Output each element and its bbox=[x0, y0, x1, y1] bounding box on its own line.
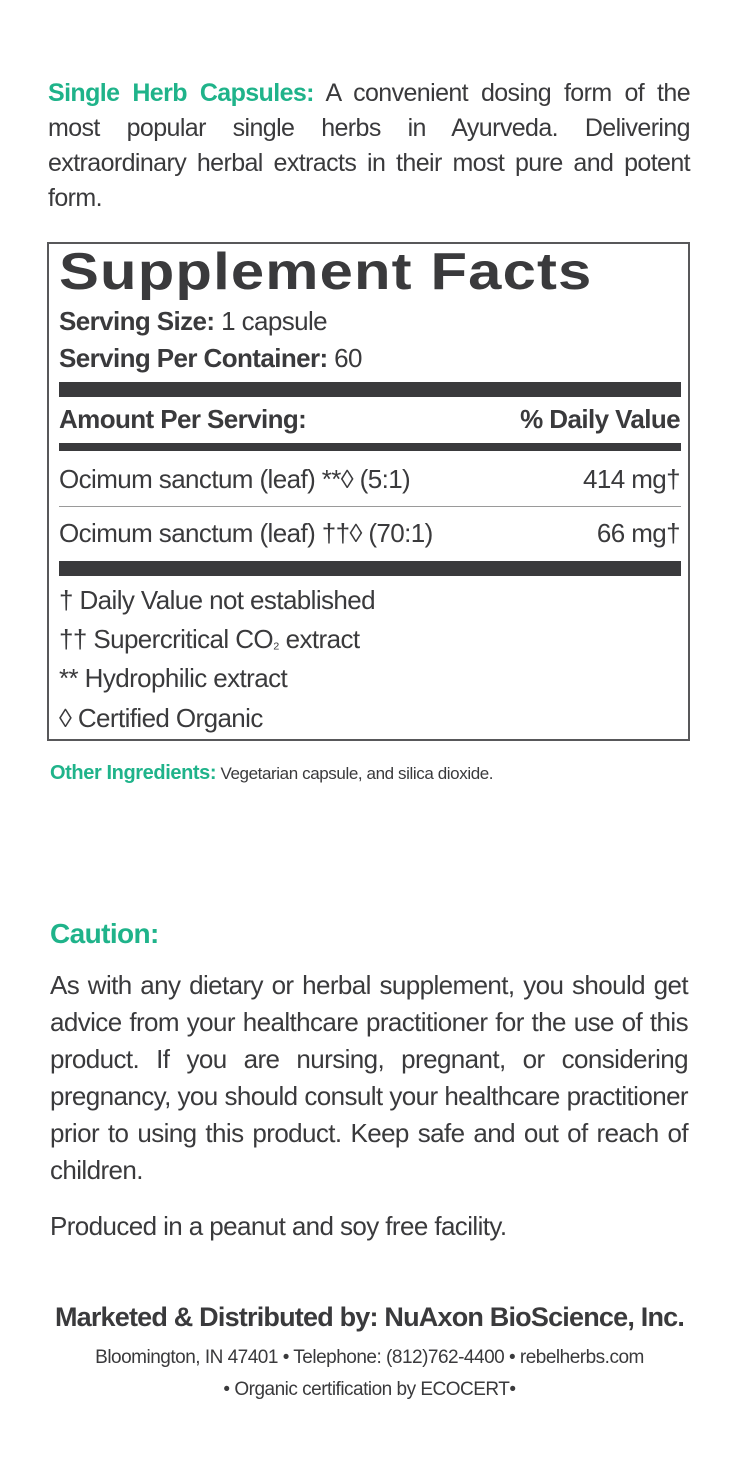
thick-divider bbox=[59, 561, 681, 576]
other-ingredients-label: Other Ingredients: bbox=[50, 762, 217, 784]
footnote: † Daily Value not established bbox=[59, 585, 376, 615]
supplement-facts-panel: Supplement Facts Serving Size: 1 capsule… bbox=[47, 242, 690, 741]
amount-header: Amount Per Serving: bbox=[59, 404, 307, 434]
ingredient-amount: 66 mg† bbox=[596, 518, 681, 548]
other-ingredients: Other Ingredients: Vegetarian capsule, a… bbox=[50, 762, 494, 785]
footnote-text: †† Supercritical CO bbox=[59, 624, 274, 654]
servings-value: 60 bbox=[327, 343, 362, 373]
medium-divider bbox=[59, 443, 681, 451]
ingredient-name: Ocimum sanctum (leaf) ††◊ (70:1) bbox=[59, 518, 433, 548]
servings-label: Serving Per Container: bbox=[59, 343, 328, 373]
intro-text: A convenient dosing form of the most pop… bbox=[48, 79, 691, 212]
footnote-subscript: ₂ bbox=[273, 633, 280, 652]
servings-per-container: Serving Per Container: 60 bbox=[59, 343, 362, 374]
other-ingredients-text: Vegetarian capsule, and silica dioxide. bbox=[216, 764, 494, 783]
caution-text: As with any dietary or herbal supplement… bbox=[50, 970, 689, 1185]
caution-heading: Caution: bbox=[50, 918, 159, 949]
intro-heading: Single Herb Capsules: bbox=[48, 79, 315, 107]
footnote: ** Hydrophilic extract bbox=[59, 663, 288, 693]
marketed-by: Marketed & Distributed by: NuAxon BioSci… bbox=[54, 1302, 685, 1332]
company-address: Bloomington, IN 47401 • Telephone: (812)… bbox=[95, 1347, 644, 1368]
footnote-text: extract bbox=[279, 624, 360, 654]
intro-paragraph: Single Herb Capsules: A convenient dosin… bbox=[48, 76, 691, 216]
thick-divider bbox=[59, 382, 681, 397]
row-divider bbox=[59, 506, 681, 507]
serving-size: Serving Size: 1 capsule bbox=[59, 306, 328, 337]
organic-certification: • Organic certification by ECOCERT• bbox=[223, 1379, 516, 1400]
daily-value-header: % Daily Value bbox=[520, 404, 680, 434]
footnote: †† Supercritical CO₂ extract bbox=[59, 624, 360, 655]
footnote: ◊ Certified Organic bbox=[59, 703, 263, 733]
facility-note: Produced in a peanut and soy free facili… bbox=[50, 1211, 507, 1241]
serving-size-value: 1 capsule bbox=[214, 306, 328, 336]
facts-title: Supplement Facts bbox=[59, 243, 593, 301]
ingredient-name: Ocimum sanctum (leaf) **◊ (5:1) bbox=[59, 464, 411, 494]
ingredient-amount: 414 mg† bbox=[583, 464, 681, 494]
serving-size-label: Serving Size: bbox=[59, 306, 215, 336]
